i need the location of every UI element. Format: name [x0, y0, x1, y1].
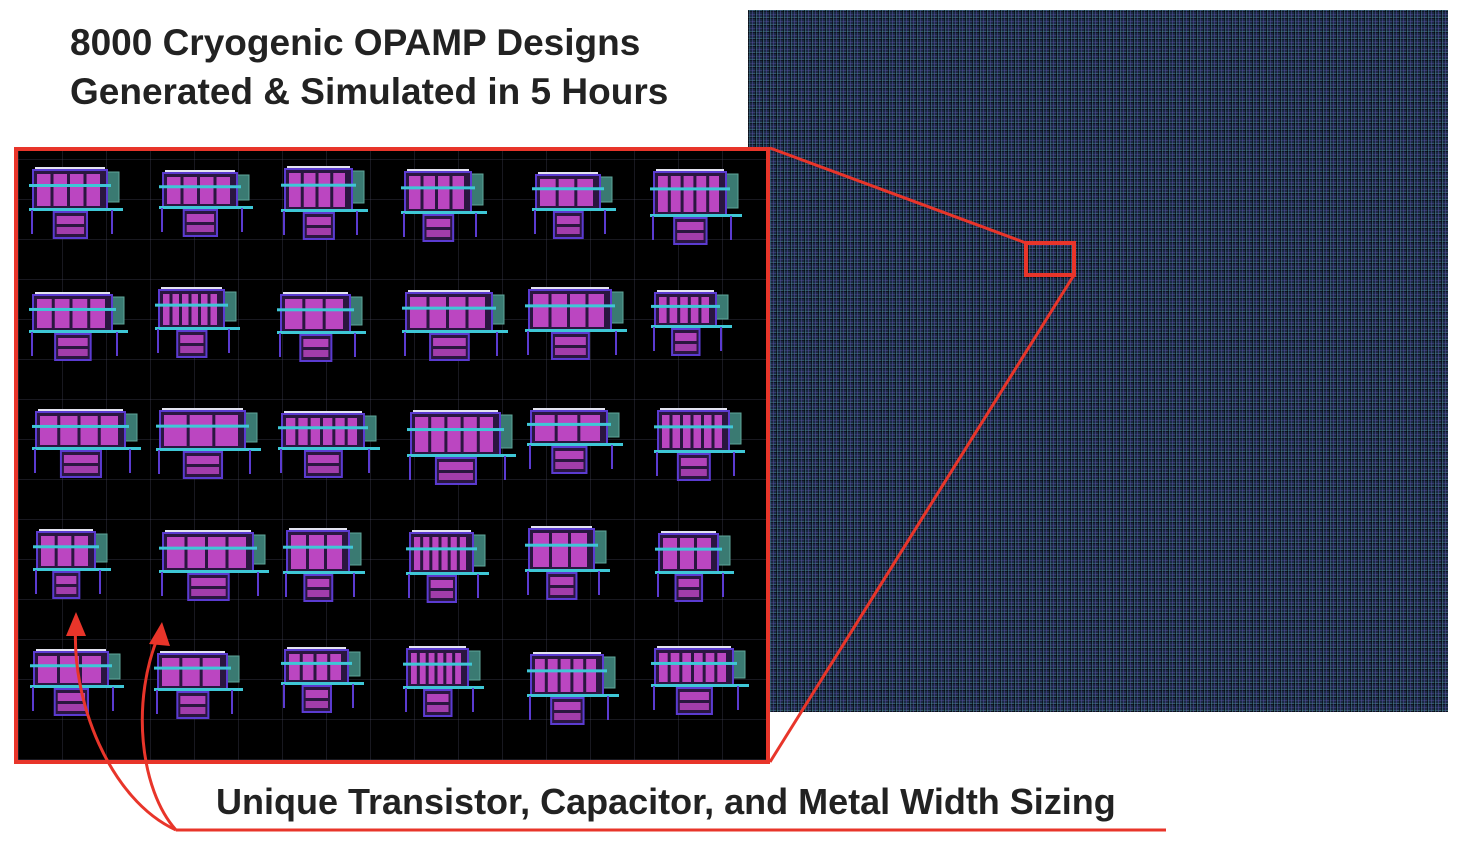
opamp-layout-drawing [532, 172, 616, 239]
opamp-layout-drawing [655, 531, 734, 602]
opamp-layout-28 [394, 637, 518, 757]
opamp-layout-18 [642, 397, 766, 517]
opamp-layout-6 [642, 157, 766, 277]
opamp-layout-drawing [281, 166, 368, 240]
opamp-layout-drawing [406, 530, 489, 603]
opamp-layout-19 [22, 517, 146, 637]
figure-caption: Unique Transistor, Capacitor, and Metal … [216, 781, 1116, 822]
opamp-layout-8 [146, 277, 270, 397]
opamp-layout-drawing [403, 646, 484, 717]
opamp-layout-drawing [651, 646, 749, 715]
opamp-layout-drawing [29, 292, 128, 361]
opamp-layout-22 [394, 517, 518, 637]
opamp-layout-30 [642, 637, 766, 757]
figure-title: 8000 Cryogenic OPAMP Designs Generated &… [70, 18, 750, 116]
opamp-layout-drawing [154, 651, 243, 719]
opamp-layout-drawing [278, 411, 380, 478]
opamp-layout-9 [270, 277, 394, 397]
opamp-layout-drawing [654, 408, 745, 481]
opamp-layout-drawing [30, 649, 124, 716]
opamp-layout-drawing [401, 169, 487, 242]
opamp-layout-20 [146, 517, 270, 637]
opamp-layout-drawing [525, 526, 610, 600]
opamp-layout-drawing [527, 652, 619, 725]
opamp-layout-13 [22, 397, 146, 517]
opamp-layout-15 [270, 397, 394, 517]
figure-title-line-2: Generated & Simulated in 5 Hours [70, 71, 669, 112]
opamp-layout-25 [22, 637, 146, 757]
opamp-layout-drawing [407, 410, 516, 485]
opamp-layout-1 [22, 157, 146, 277]
opamp-layout-16 [394, 397, 518, 517]
opamp-layout-drawing [29, 167, 123, 239]
opamp-layout-24 [642, 517, 766, 637]
opamp-layout-29 [518, 637, 642, 757]
opamp-layout-23 [518, 517, 642, 637]
opamp-layout-4 [394, 157, 518, 277]
opamp-layout-21 [270, 517, 394, 637]
opamp-layout-drawing [159, 530, 269, 601]
opamp-layout-14 [146, 397, 270, 517]
opamp-layout-drawing [33, 529, 111, 599]
opamp-layout-drawing [281, 647, 364, 713]
opamp-layout-drawing [277, 292, 366, 362]
opamp-layout-5 [518, 157, 642, 277]
opamp-layout-7 [22, 277, 146, 397]
opamp-layout-drawing [402, 290, 508, 361]
figure-title-line-1: 8000 Cryogenic OPAMP Designs [70, 22, 641, 63]
opamp-layout-drawing [527, 408, 623, 474]
opamp-layout-2 [146, 157, 270, 277]
opamp-layout-grid [22, 157, 766, 757]
opamp-layout-drawing [155, 287, 240, 358]
opamp-layout-drawing [650, 169, 742, 245]
opamp-layout-drawing [525, 287, 627, 360]
opamp-layout-12 [642, 277, 766, 397]
opamp-layout-3 [270, 157, 394, 277]
opamp-layout-26 [146, 637, 270, 757]
full-design-array-image [748, 10, 1448, 712]
opamp-layout-drawing [159, 170, 253, 237]
zoomed-layout-panel [14, 147, 770, 764]
opamp-layout-drawing [156, 408, 261, 479]
opamp-layout-drawing [651, 290, 732, 356]
opamp-layout-27 [270, 637, 394, 757]
opamp-layout-10 [394, 277, 518, 397]
opamp-layout-17 [518, 397, 642, 517]
opamp-layout-drawing [32, 409, 141, 478]
opamp-layout-11 [518, 277, 642, 397]
opamp-layout-drawing [283, 528, 365, 602]
